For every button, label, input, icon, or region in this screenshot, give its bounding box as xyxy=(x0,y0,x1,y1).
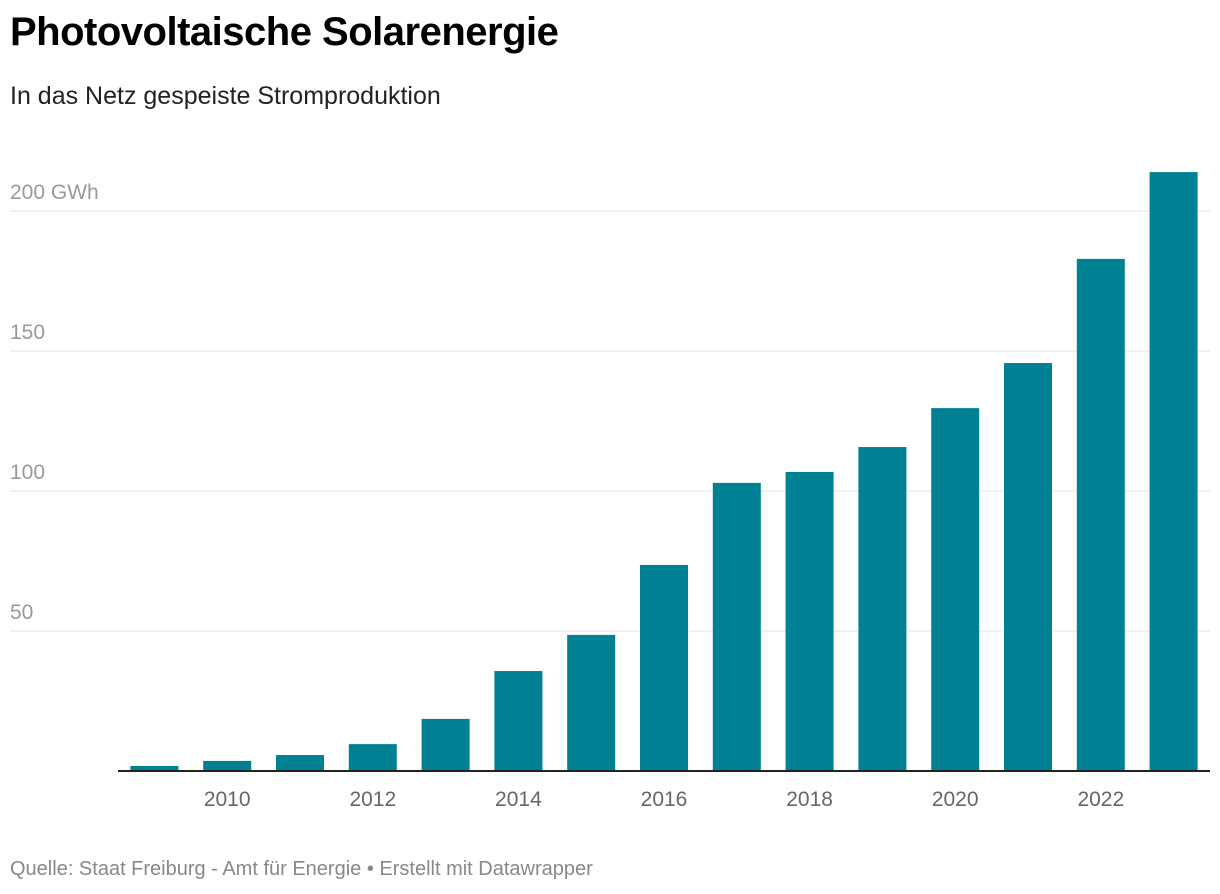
bar-2023 xyxy=(1149,172,1198,771)
bar-2015 xyxy=(567,634,616,771)
bar-2016 xyxy=(640,564,688,771)
x-tick-label: 2022 xyxy=(1077,788,1124,811)
bar-2017 xyxy=(712,482,761,771)
bar-2020 xyxy=(931,408,980,771)
bar-2009 xyxy=(130,765,179,771)
x-tick-label: 2010 xyxy=(204,788,251,811)
x-tick-label: 2020 xyxy=(932,788,979,811)
bar-2012 xyxy=(348,744,397,771)
bar-2010 xyxy=(203,760,252,771)
bar-2021 xyxy=(1004,363,1052,771)
bar-2011 xyxy=(276,755,324,771)
y-tick-label: 150 xyxy=(10,321,45,344)
bar-2022 xyxy=(1076,258,1125,771)
x-tick-label: 2016 xyxy=(641,788,688,811)
bar-2013 xyxy=(421,718,470,771)
source-note: Quelle: Staat Freiburg - Amt für Energie… xyxy=(10,858,593,880)
x-tick-label: 2012 xyxy=(349,788,396,811)
chart-subtitle: In das Netz gespeiste Stromproduktion xyxy=(10,82,441,110)
y-tick-label: 200 GWh xyxy=(10,181,99,204)
y-tick-label: 50 xyxy=(10,601,33,624)
chart-title: Photovoltaische Solarenergie xyxy=(10,10,559,54)
y-tick-label: 100 xyxy=(10,461,45,484)
bar-2019 xyxy=(858,447,907,771)
x-tick-label: 2018 xyxy=(786,788,833,811)
bar-2018 xyxy=(785,471,834,771)
bar-2014 xyxy=(494,671,543,771)
x-tick-label: 2014 xyxy=(495,788,542,811)
